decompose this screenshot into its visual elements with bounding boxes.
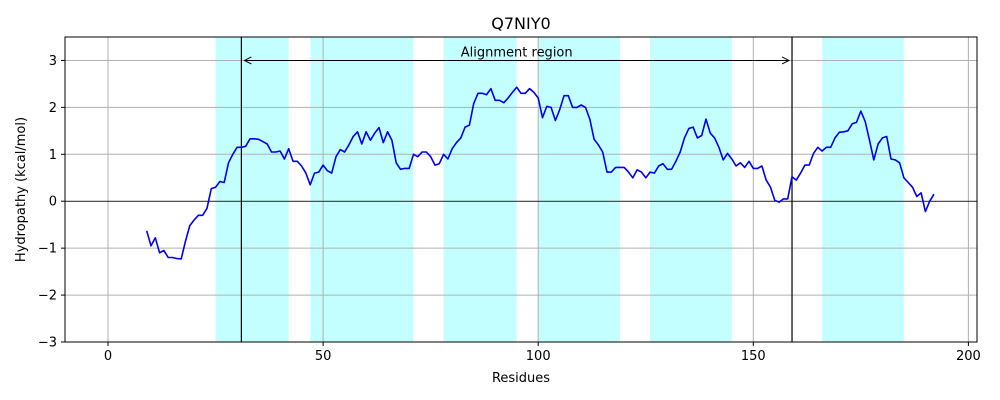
x-tick-label: 200 xyxy=(956,349,981,364)
plot-area: Alignment region 0 50 100 150 200 −3 −2 −1 0 1 2 3 xyxy=(38,36,981,364)
x-tick-label: 50 xyxy=(315,349,332,364)
highlight-band xyxy=(650,37,732,342)
y-tick-label: −1 xyxy=(38,242,57,257)
x-axis-label: Residues xyxy=(492,371,550,386)
y-tick-label: 0 xyxy=(49,195,57,210)
y-tick-label: 3 xyxy=(49,54,57,69)
highlight-band xyxy=(443,37,517,342)
y-axis-label: Hydropathy (kcal/mol) xyxy=(14,117,29,262)
y-tick-label: 2 xyxy=(49,101,57,116)
x-tick-label: 0 xyxy=(104,349,112,364)
highlight-band xyxy=(310,37,414,342)
highlight-band xyxy=(215,37,289,342)
y-tick-label: −2 xyxy=(38,289,57,304)
highlight-band xyxy=(538,37,620,342)
x-tick-label: 150 xyxy=(741,349,766,364)
alignment-arrow-left-head xyxy=(243,56,252,65)
x-tick-label: 100 xyxy=(526,349,551,364)
y-tick-label: 1 xyxy=(49,148,57,163)
chart-title: Q7NIY0 xyxy=(491,14,550,33)
alignment-arrow-right-head xyxy=(781,56,791,65)
axes-frame xyxy=(64,36,978,343)
alignment-region-label: Alignment region xyxy=(461,45,573,60)
hydropathy-series-line xyxy=(145,86,935,260)
y-tick-label: −3 xyxy=(38,336,57,351)
highlight-band xyxy=(822,37,904,342)
